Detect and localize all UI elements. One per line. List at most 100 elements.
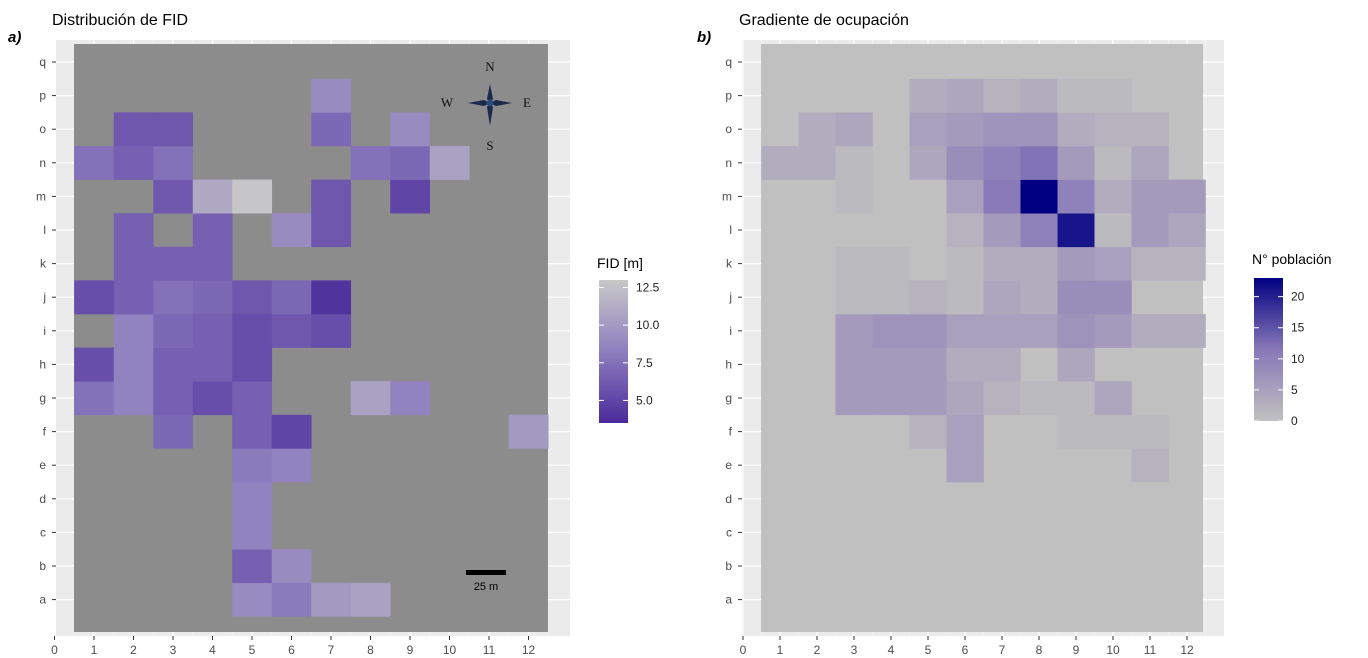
heatmap-cell: [1057, 246, 1095, 281]
y-tick-label: l: [729, 223, 732, 237]
heatmap-cell: [350, 582, 391, 617]
legend-tick-label: 15: [1291, 321, 1305, 335]
y-tick-label: f: [729, 425, 733, 439]
legend-b-title: N° población: [1252, 251, 1332, 267]
heatmap-cell: [508, 414, 549, 449]
heatmap-cell: [946, 246, 984, 281]
heatmap-cell: [872, 280, 910, 315]
heatmap-cell: [983, 146, 1021, 180]
compass-north-label: N: [485, 59, 495, 74]
heatmap-cell: [1057, 414, 1095, 449]
heatmap-cell: [232, 314, 273, 348]
panel-a: a) Distribución de FID 0 1 2 3 4 5 6 7 8 9 10 11 12a…: [8, 12, 660, 657]
heatmap-cell: [1057, 381, 1095, 416]
legend-tick-label: 12.5: [636, 281, 660, 295]
panel-b: b) Gradiente de ocupación 0 1 2 3 4 5 6 7 8 9 10 11…: [697, 12, 1332, 657]
y-tick-label: k: [40, 257, 47, 271]
heatmap-cell: [1020, 280, 1058, 315]
heatmap-cell: [909, 78, 947, 113]
y-tick-label: i: [729, 324, 732, 338]
x-tick-label: 4: [209, 643, 216, 657]
heatmap-cell: [74, 347, 115, 382]
y-tick-label: b: [725, 559, 732, 573]
heatmap-cell: [1131, 213, 1169, 248]
heatmap-cell: [1094, 280, 1132, 315]
heatmap-cell: [153, 347, 194, 382]
compass-icon: N S W E: [441, 59, 531, 153]
y-tick-label: n: [39, 156, 46, 170]
y-tick-label: q: [39, 55, 46, 69]
heatmap-cell: [74, 381, 115, 416]
heatmap-cell: [946, 381, 984, 416]
heatmap-cell: [311, 280, 352, 315]
heatmap-cell: [1057, 314, 1095, 348]
heatmap-cell: [946, 146, 984, 180]
heatmap-cell: [1168, 179, 1206, 214]
x-tick-label: 0: [51, 643, 58, 657]
heatmap-cell: [232, 482, 273, 516]
x-tick-label: 11: [483, 643, 496, 657]
heatmap-cell: [909, 112, 947, 147]
heatmap-cell: [232, 414, 273, 449]
heatmap-cell: [1131, 146, 1169, 180]
x-tick-label: 7: [999, 643, 1006, 657]
heatmap-cell: [1020, 112, 1058, 147]
heatmap-cell: [390, 112, 431, 147]
heatmap-cell: [192, 314, 233, 348]
heatmap-cell: [835, 280, 873, 315]
heatmap-cell: [835, 112, 873, 147]
compass-west-label: W: [441, 95, 454, 110]
heatmap-cell: [946, 414, 984, 449]
x-tick-label: 6: [962, 643, 969, 657]
heatmap-cell: [946, 112, 984, 147]
heatmap-cell: [192, 280, 233, 315]
heatmap-cell: [1131, 246, 1169, 281]
y-tick-label: k: [726, 257, 733, 271]
heatmap-cell: [232, 515, 273, 550]
heatmap-cell: [271, 314, 312, 348]
panel-a-cells: [74, 44, 549, 632]
heatmap-cell: [1168, 213, 1206, 248]
heatmap-cell: [271, 213, 312, 248]
heatmap-cell: [983, 213, 1021, 248]
heatmap-cell: [311, 112, 352, 147]
heatmap-cell: [1094, 213, 1132, 248]
x-tick-label: 5: [925, 643, 932, 657]
heatmap-cell: [909, 280, 947, 315]
y-tick-label: d: [39, 492, 46, 506]
panel-b-cells: [761, 44, 1206, 632]
heatmap-cell: [74, 146, 115, 180]
y-tick-label: g: [725, 391, 732, 405]
heatmap-cell: [983, 314, 1021, 348]
x-tick-label: 5: [249, 643, 256, 657]
heatmap-cell: [1168, 314, 1206, 348]
heatmap-cell: [232, 381, 273, 416]
heatmap-cell: [271, 414, 312, 449]
y-tick-label: a: [725, 593, 732, 607]
x-tick-label: 2: [130, 643, 137, 657]
legend-b-ticks: 20 15 10 5 0: [1254, 290, 1305, 428]
x-tick-label: 1: [777, 643, 784, 657]
heatmap-cell: [192, 246, 233, 281]
y-tick-label: a: [39, 593, 46, 607]
y-tick-label: q: [725, 55, 732, 69]
heatmap-cell: [1094, 179, 1132, 214]
legend-tick-label: 20: [1291, 290, 1305, 304]
heatmap-cell: [1057, 179, 1095, 214]
legend-tick-label: 7.5: [636, 356, 653, 370]
heatmap-cell: [153, 112, 194, 147]
y-tick-label: h: [39, 357, 46, 371]
heatmap-cell: [1020, 78, 1058, 113]
heatmap-cell: [1020, 179, 1058, 214]
heatmap-cell: [113, 280, 154, 315]
heatmap-cell: [1020, 381, 1058, 416]
heatmap-cell: [1057, 78, 1095, 113]
x-tick-label: 2: [814, 643, 821, 657]
heatmap-cell: [232, 347, 273, 382]
heatmap-cell: [909, 381, 947, 416]
x-tick-label: 9: [407, 643, 414, 657]
heatmap-cell: [1057, 280, 1095, 315]
panel-a-title: Distribución de FID: [52, 12, 188, 29]
